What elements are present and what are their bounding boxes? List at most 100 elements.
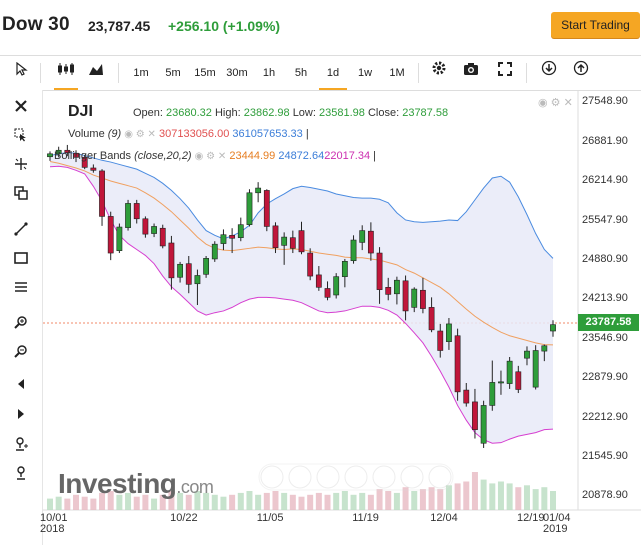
candle [480,400,487,448]
candle [246,189,253,227]
volume-bar [116,494,123,510]
x-tick-label: 12/04 [430,512,458,524]
volume-bar [350,494,357,510]
candle [541,344,548,362]
timeframe-5m[interactable]: 5m [165,67,181,79]
download-icon[interactable] [538,56,560,90]
chart-symbol: DJI [68,103,93,120]
candle [263,189,270,232]
rectangle-icon[interactable] [8,247,34,269]
copy-icon[interactable] [8,182,34,204]
volume-bar [289,494,296,510]
volume-bar [107,491,114,510]
candle [194,269,201,306]
volume-bar [307,494,314,510]
candle-body [315,274,322,288]
scroll-left-icon[interactable] [8,373,34,395]
volume-bar [523,485,530,510]
volume-bar [480,479,487,510]
candle [298,221,305,255]
close-icon[interactable] [8,95,34,117]
volume-bar [550,491,556,510]
cursor-icon[interactable] [12,56,32,90]
timeframe-15m[interactable]: 15m [194,67,216,79]
legend-controls-icon[interactable]: ◉ ⚙ ✕ [538,97,573,109]
horizontal-lines-icon[interactable] [8,276,34,298]
candle [324,281,331,301]
fullscreen-icon[interactable] [494,56,516,90]
candle-body [541,345,548,352]
upload-icon[interactable] [570,56,592,90]
candle-body [463,389,470,404]
candle-body [203,258,210,275]
candlestick-type-icon[interactable] [54,56,78,90]
volume-bar [376,489,383,510]
y-tick-label: 26214.90 [582,174,628,187]
trend-line-icon[interactable] [8,218,34,240]
candle [90,164,97,173]
zoom-in-icon[interactable] [8,312,34,334]
y-tick-label: 20878.90 [582,489,628,502]
candle [133,199,140,224]
bollinger-lower-line [49,165,554,444]
candle [385,277,392,301]
chart-toolbar: 1m 5m 15m 30m 1h 5h 1d 1w 1M [0,55,641,91]
candle [402,275,409,321]
playback-controls[interactable] [258,463,454,491]
candle [350,235,357,264]
candle [454,328,461,401]
volume-bar [263,492,270,510]
chart-canvas[interactable] [43,90,641,545]
magnet-tool-icon[interactable] [8,433,34,455]
x-tick-label: 01/04 2019 [543,512,571,535]
volume-bar [185,494,192,510]
scroll-right-icon[interactable] [8,403,34,425]
price-chart[interactable] [43,90,641,545]
candle-body [298,230,305,253]
candle-body [107,216,114,254]
volume-bar [445,485,452,510]
measure-tool-icon[interactable] [8,462,34,484]
candle-body [159,227,166,247]
settings-gear-icon[interactable] [428,56,450,90]
area-type-icon[interactable] [86,56,106,90]
candle [272,222,279,254]
investing-logo: Investing.com [58,468,214,499]
timeframe-1m[interactable]: 1m [133,67,149,79]
candle-body [307,252,314,277]
crosshair-icon[interactable] [8,153,34,175]
camera-icon[interactable] [460,56,482,90]
candle [55,146,62,158]
select-cursor-icon[interactable] [8,124,34,146]
timeframe-30m[interactable]: 30m [226,67,248,79]
candle-body [99,170,105,217]
timeframe-1w[interactable]: 1w [357,67,373,79]
candle-body [168,242,175,279]
timeframe-1h[interactable]: 1h [262,67,276,79]
candle-body [437,330,444,351]
candle [333,273,340,299]
timeframe-1d[interactable]: 1d [319,56,347,90]
candle-body [64,149,71,153]
zoom-out-icon[interactable] [8,341,34,363]
bollinger-band-fill [50,152,553,444]
volume-bar [541,487,548,510]
timeframe-5h[interactable]: 5h [294,67,308,79]
volume-bar [402,487,409,510]
candle-body [81,157,88,168]
candle-body [151,226,157,234]
y-tick-label: 21545.90 [582,450,628,463]
candle [446,318,452,350]
start-trading-button[interactable]: Start Trading [551,12,640,38]
timeframe-1M[interactable]: 1M [389,67,405,79]
candle-body [185,263,192,285]
y-tick-label: 22879.90 [582,371,628,384]
candle [315,266,322,291]
candle [420,277,426,314]
candle-body [498,381,504,384]
candle-body [446,323,452,342]
volume-bar [324,494,331,510]
candle-body [133,203,140,220]
candle [168,235,175,290]
volume-bar [393,492,400,510]
